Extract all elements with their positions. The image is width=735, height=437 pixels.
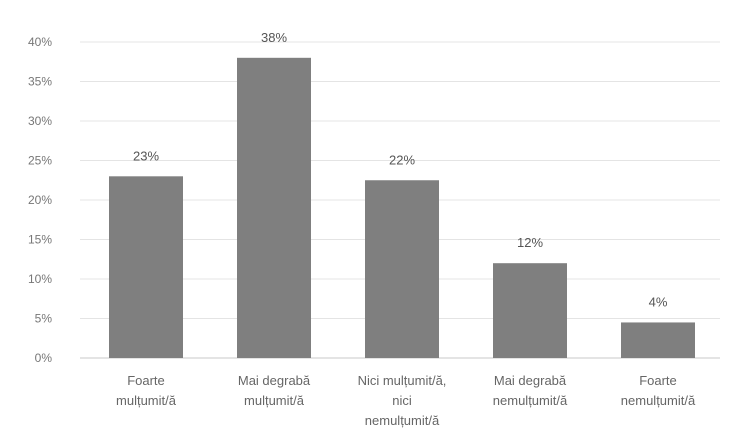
bars [109, 57, 695, 359]
bar [621, 322, 695, 358]
x-tick-label: nemulțumit/ă [621, 393, 696, 408]
data-labels: 23% 38% 22% 12% 4% [133, 30, 668, 310]
y-tick-label: 20% [28, 193, 52, 207]
x-tick-label: mulțumit/ă [244, 393, 305, 408]
bar [493, 263, 567, 358]
x-tick-label: Foarte [127, 373, 165, 388]
data-label: 38% [261, 30, 287, 45]
y-axis: 0% 5% 10% 15% 20% 25% 30% 35% 40% [28, 35, 52, 365]
x-tick-label: nici [392, 393, 412, 408]
x-tick-label: Nici mulțumit/ă, [358, 373, 447, 388]
x-tick-label: nemulțumit/ă [365, 413, 440, 428]
data-label: 23% [133, 148, 159, 163]
y-tick-label: 15% [28, 233, 52, 247]
x-tick-label: Mai degrabă [494, 373, 567, 388]
x-tick-label: Foarte [639, 373, 677, 388]
data-label: 4% [649, 294, 668, 309]
bar [365, 180, 439, 358]
y-tick-label: 30% [28, 114, 52, 128]
y-tick-label: 0% [35, 351, 53, 365]
y-tick-label: 25% [28, 154, 52, 168]
x-tick-label: nemulțumit/ă [493, 393, 568, 408]
x-tick-label: Mai degrabă [238, 373, 311, 388]
bar [109, 176, 183, 358]
data-label: 12% [517, 235, 543, 250]
x-tick-label: mulțumit/ă [116, 393, 177, 408]
y-tick-label: 35% [28, 75, 52, 89]
x-axis: Foarte mulțumit/ă Mai degrabă mulțumit/ă Nic… [116, 373, 696, 428]
bar [237, 57, 311, 359]
y-tick-label: 5% [35, 312, 53, 326]
data-label: 22% [389, 152, 415, 167]
y-tick-label: 40% [28, 35, 52, 49]
y-tick-label: 10% [28, 272, 52, 286]
